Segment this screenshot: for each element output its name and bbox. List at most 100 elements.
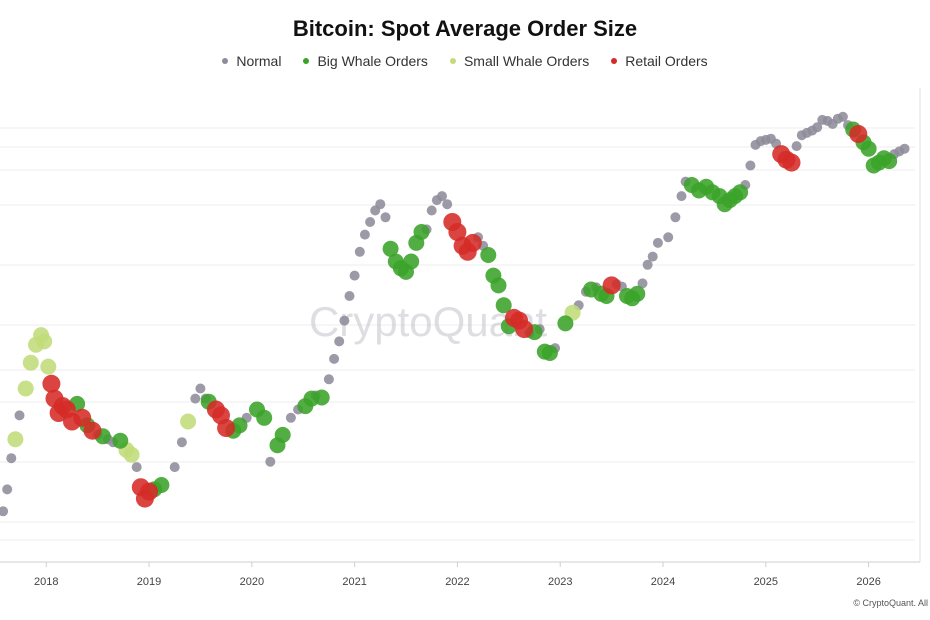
legend-item-big-whale[interactable]: Big Whale Orders xyxy=(303,53,428,69)
point-big-whale xyxy=(313,389,330,406)
legend-label-big-whale: Big Whale Orders xyxy=(317,53,428,69)
x-tick-label: 2018 xyxy=(34,576,58,588)
point-normal xyxy=(837,111,848,122)
point-normal xyxy=(365,217,376,227)
point-big-whale xyxy=(403,253,420,270)
point-normal xyxy=(344,291,355,301)
x-tick-label: 2024 xyxy=(651,576,675,588)
legend-dot-big-whale xyxy=(303,58,310,64)
x-tick-label: 2023 xyxy=(548,576,572,588)
point-normal xyxy=(334,336,345,347)
x-axis-ticks: 2018 2019 2020 2021 2022 2023 2024 2025 2026 xyxy=(34,562,881,588)
point-big-whale xyxy=(732,184,749,201)
point-normal xyxy=(380,212,391,223)
x-tick-label: 2025 xyxy=(754,576,778,588)
point-normal xyxy=(426,205,437,216)
point-normal xyxy=(285,412,296,423)
point-retail xyxy=(463,233,482,252)
copyright-text: © CryptoQuant. All xyxy=(853,598,928,608)
legend: Normal Big Whale Orders Small Whale Orde… xyxy=(0,53,930,69)
point-retail xyxy=(83,421,102,440)
point-normal xyxy=(0,506,9,517)
point-retail xyxy=(73,408,92,427)
point-normal xyxy=(354,246,365,257)
point-normal xyxy=(676,191,687,202)
point-normal xyxy=(791,141,802,152)
point-normal xyxy=(812,122,823,133)
legend-item-normal[interactable]: Normal xyxy=(222,53,281,69)
point-retail xyxy=(42,374,61,393)
point-big-whale xyxy=(382,240,399,257)
point-big-whale xyxy=(881,153,898,170)
point-big-whale xyxy=(256,409,273,426)
point-normal xyxy=(2,484,13,495)
point-normal xyxy=(14,410,25,421)
point-normal xyxy=(323,374,334,385)
point-normal xyxy=(190,393,201,404)
legend-dot-normal xyxy=(222,58,229,64)
point-normal xyxy=(6,453,17,464)
point-big-whale xyxy=(413,224,430,240)
point-normal xyxy=(265,456,276,467)
point-normal xyxy=(195,383,206,394)
legend-label-small-whale: Small Whale Orders xyxy=(463,53,590,69)
point-small-whale xyxy=(7,431,24,448)
point-normal xyxy=(642,259,653,270)
point-normal xyxy=(339,315,350,326)
point-normal xyxy=(169,462,180,473)
data-points xyxy=(0,111,910,517)
point-big-whale xyxy=(860,140,877,157)
point-retail xyxy=(217,419,236,437)
point-normal xyxy=(375,199,386,210)
point-retail xyxy=(602,276,621,295)
x-tick-label: 2026 xyxy=(856,576,880,588)
point-big-whale xyxy=(557,315,574,332)
point-normal xyxy=(647,251,658,262)
point-normal xyxy=(437,191,447,202)
point-normal xyxy=(176,437,187,448)
point-normal xyxy=(349,270,360,281)
legend-label-normal: Normal xyxy=(236,53,282,69)
legend-dot-retail xyxy=(611,58,618,64)
legend-dot-small-whale xyxy=(449,58,456,64)
x-tick-label: 2021 xyxy=(342,576,366,588)
chart-title: Bitcoin: Spot Average Order Size xyxy=(292,16,638,41)
point-normal xyxy=(442,199,453,210)
point-retail xyxy=(515,320,534,339)
point-big-whale xyxy=(480,247,497,263)
legend-label-retail: Retail Orders xyxy=(625,53,708,69)
point-big-whale xyxy=(629,285,646,302)
point-normal xyxy=(359,229,370,240)
point-small-whale xyxy=(17,380,34,397)
legend-item-small-whale[interactable]: Small Whale Orders xyxy=(449,53,590,69)
x-tick-label: 2019 xyxy=(137,576,161,588)
x-tick-label: 2022 xyxy=(445,576,469,588)
point-normal xyxy=(652,237,663,248)
point-small-whale xyxy=(22,354,39,371)
x-tick-label: 2020 xyxy=(240,576,264,588)
point-retail xyxy=(448,223,467,241)
point-normal xyxy=(663,232,674,243)
point-big-whale xyxy=(541,345,558,361)
point-small-whale xyxy=(180,413,197,430)
point-normal xyxy=(329,353,340,364)
point-big-whale xyxy=(112,432,129,449)
point-small-whale xyxy=(123,446,140,463)
point-big-whale xyxy=(231,417,248,434)
point-big-whale xyxy=(274,426,291,443)
point-small-whale xyxy=(36,333,53,350)
grid-lines xyxy=(0,88,921,562)
point-normal xyxy=(131,462,142,473)
point-big-whale xyxy=(490,277,507,294)
point-big-whale xyxy=(495,297,512,314)
point-retail xyxy=(849,125,868,143)
point-normal xyxy=(899,143,910,154)
point-retail xyxy=(782,153,801,172)
point-retail xyxy=(140,482,159,501)
point-normal xyxy=(637,278,648,289)
legend-item-retail[interactable]: Retail Orders xyxy=(611,53,708,69)
point-normal xyxy=(670,212,681,223)
point-normal xyxy=(745,160,756,171)
point-small-whale xyxy=(40,358,57,375)
